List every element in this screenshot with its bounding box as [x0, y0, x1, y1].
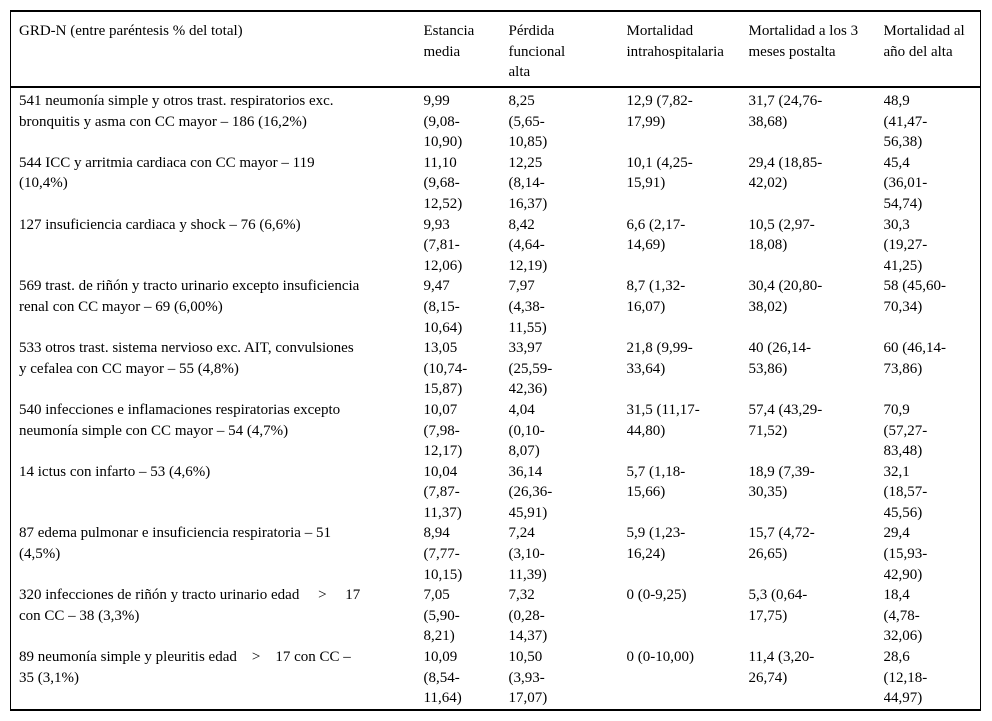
table-cell: 0 (0-10,00)	[626, 649, 695, 666]
table-cell: 10,04 (7,87- 11,37)	[423, 463, 462, 521]
table-cell: 8,7 (1,32- 16,07)	[626, 278, 686, 315]
grd-mortality-table: GRD-N (entre paréntesis % del total) Est…	[10, 10, 981, 711]
table-cell: 320 infecciones de riñón y tracto urinar…	[19, 587, 361, 624]
table-cell: 10,1 (4,25- 15,91)	[626, 154, 693, 192]
column-header-perdida-funcional-alta: Pérdida funcional alta	[508, 11, 627, 88]
table-cell: 540 infecciones e inflamaciones respirat…	[19, 401, 341, 439]
table-cell: 28,6 (12,18- 44,97)	[883, 649, 928, 707]
table-cell: 0 (0-9,25)	[626, 587, 687, 604]
table-body: 541 neumonía simple y otros trast. respi…	[11, 87, 981, 710]
table-cell: 12,9 (7,82- 17,99)	[626, 93, 693, 130]
table-cell: 31,5 (11,17- 44,80)	[626, 401, 700, 439]
column-header-grd-n: GRD-N (entre paréntesis % del total)	[10, 11, 424, 88]
table-row: 87 edema pulmonar e insuficiencia respir…	[11, 523, 981, 585]
table-row: 540 infecciones e inflamaciones respirat…	[11, 400, 981, 462]
table-row: 541 neumonía simple y otros trast. respi…	[11, 87, 981, 153]
table-cell: 33,97 (25,59- 42,36)	[508, 340, 553, 398]
table-row: 89 neumonía simple y pleuritis edad > 17…	[11, 647, 981, 710]
table-header: GRD-N (entre paréntesis % del total) Est…	[10, 11, 981, 88]
table-cell: 8,42 (4,64- 12,19)	[508, 216, 548, 274]
table-cell: 11,10 (9,68- 12,52)	[423, 154, 463, 212]
table-cell: 5,7 (1,18- 15,66)	[626, 463, 686, 501]
table-cell: 18,4 (4,78- 32,06)	[883, 587, 923, 645]
table-cell: 18,9 (7,39- 30,35)	[748, 463, 815, 501]
table-cell: 6,6 (2,17- 14,69)	[626, 216, 686, 254]
table-cell: 5,9 (1,23- 16,24)	[626, 525, 686, 563]
table-cell: 57,4 (43,29- 71,52)	[748, 401, 823, 439]
table-cell: 7,24 (3,10- 11,39)	[508, 525, 547, 583]
table-cell: 10,07 (7,98- 12,17)	[423, 401, 463, 460]
table-row: 127 insuficiencia cardiaca y shock – 76 …	[11, 215, 981, 277]
table-row: 544 ICC y arritmia cardiaca con CC mayor…	[11, 153, 981, 215]
table-cell: 544 ICC y arritmia cardiaca con CC mayor…	[19, 154, 315, 192]
table-cell: 58 (45,60- 70,34)	[883, 278, 947, 315]
table-cell: 36,14 (26,36- 45,91)	[508, 463, 553, 521]
table-cell: 541 neumonía simple y otros trast. respi…	[19, 93, 334, 130]
table-cell: 8,25 (5,65- 10,85)	[508, 93, 548, 151]
table-row: 14 ictus con infarto – 53 (4,6%) 10,04 (7…	[11, 462, 981, 524]
table-cell: 11,4 (3,20- 26,74)	[748, 649, 815, 686]
table-header-row: GRD-N (entre paréntesis % del total) Est…	[10, 11, 981, 88]
table-cell: 13,05 (10,74- 15,87)	[423, 340, 468, 398]
table-cell: 569 trast. de riñón y tracto urinario ex…	[19, 278, 360, 315]
table-cell: 5,3 (0,64- 17,75)	[748, 587, 808, 624]
table-cell: 40 (26,14- 53,86)	[748, 340, 812, 377]
table-cell: 60 (46,14- 73,86)	[883, 340, 947, 377]
table-cell: 8,94 (7,77- 10,15)	[423, 525, 463, 583]
table-cell: 9,47 (8,15- 10,64)	[423, 278, 463, 336]
table-cell: 10,5 (2,97- 18,08)	[748, 216, 815, 254]
table-cell: 7,05 (5,90- 8,21)	[423, 587, 460, 645]
table-row: 320 infecciones de riñón y tracto urinar…	[11, 585, 981, 647]
table-cell: 9,99 (9,08- 10,90)	[423, 93, 463, 151]
table-cell: 21,8 (9,99- 33,64)	[626, 340, 693, 377]
table-cell: 32,1 (18,57- 45,56)	[883, 463, 928, 521]
table-cell: 14 ictus con infarto – 53 (4,6%)	[19, 463, 211, 480]
table-cell: 15,7 (4,72- 26,65)	[748, 525, 815, 563]
column-header-mortalidad-3-meses: Mortalidad a los 3 meses postalta	[748, 11, 884, 88]
table-cell: 533 otros trast. sistema nervioso exc. A…	[19, 340, 354, 377]
column-header-mortalidad-intrahospitalaria: Mortalidad intrahospitalaria	[626, 11, 749, 88]
table-cell: 70,9 (57,27- 83,48)	[883, 401, 928, 460]
table-cell: 87 edema pulmonar e insuficiencia respir…	[19, 525, 331, 563]
table-cell: 89 neumonía simple y pleuritis edad > 17…	[19, 649, 351, 686]
table-cell: 4,04 (0,10- 8,07)	[508, 401, 545, 460]
table-cell: 45,4 (36,01- 54,74)	[883, 154, 928, 212]
table-cell: 10,09 (8,54- 11,64)	[423, 649, 462, 707]
column-header-estancia-media: Estancia media	[423, 11, 509, 88]
table-cell: 7,32 (0,28- 14,37)	[508, 587, 548, 645]
column-header-mortalidad-ano: Mortalidad al año del alta	[883, 11, 981, 88]
table-cell: 31,7 (24,76- 38,68)	[748, 93, 823, 130]
table-cell: 48,9 (41,47- 56,38)	[883, 93, 928, 151]
table-cell: 29,4 (18,85- 42,02)	[748, 154, 823, 192]
table-row: 533 otros trast. sistema nervioso exc. A…	[11, 338, 981, 400]
table-row: 569 trast. de riñón y tracto urinario ex…	[11, 276, 981, 338]
table-cell: 9,93 (7,81- 12,06)	[423, 216, 463, 274]
table-cell: 30,4 (20,80- 38,02)	[748, 278, 823, 315]
table-cell: 12,25 (8,14- 16,37)	[508, 154, 548, 212]
table-cell: 29,4 (15,93- 42,90)	[883, 525, 928, 583]
table-cell: 7,97 (4,38- 11,55)	[508, 278, 547, 336]
table-cell: 127 insuficiencia cardiaca y shock – 76 …	[19, 216, 301, 233]
table-cell: 10,50 (3,93- 17,07)	[508, 649, 548, 707]
table-cell: 30,3 (19,27- 41,25)	[883, 216, 928, 274]
